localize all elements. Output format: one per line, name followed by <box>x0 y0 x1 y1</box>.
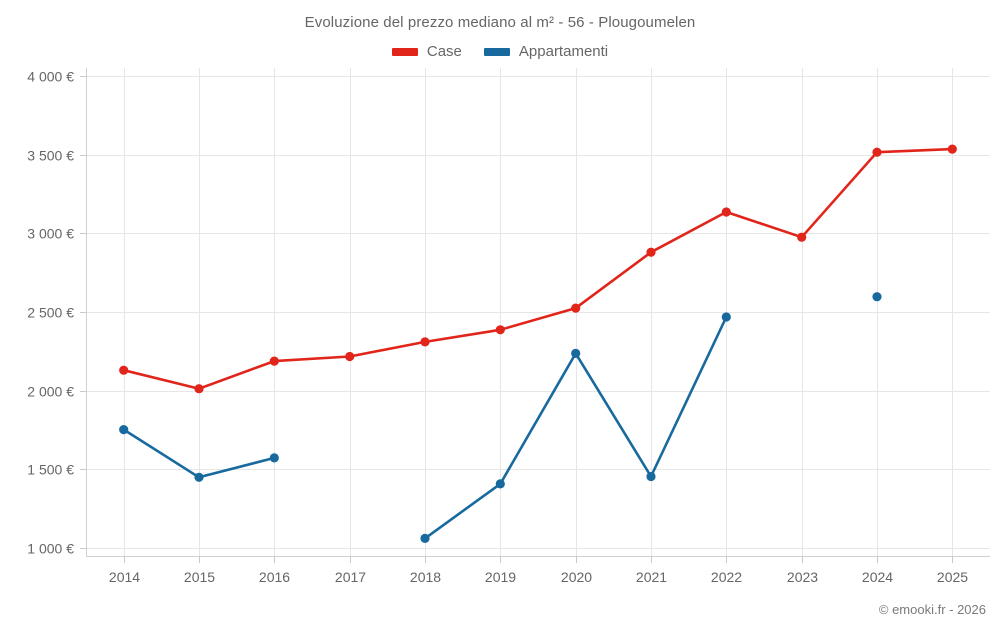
y-axis-tick-labels: 1 000 € 1 500 € 2 000 € 2 500 € 3 000 € 3 500… <box>27 69 74 557</box>
data-point[interactable] <box>721 312 731 322</box>
data-point[interactable] <box>269 453 279 463</box>
chart-legend: Case Appartamenti <box>0 43 1000 60</box>
x-axis-tick-labels: 2014 2015 2016 2017 2018 2019 2020 2021 2022 2023… <box>109 569 968 585</box>
y-tick-label: 1 000 € <box>27 541 74 557</box>
data-point[interactable] <box>269 356 279 366</box>
legend-swatch-appartamenti <box>483 47 510 56</box>
credit-text: © emooki.fr - 2026 <box>878 602 986 617</box>
x-tick-label: 2014 <box>109 569 140 585</box>
data-point[interactable] <box>345 351 355 362</box>
data-point[interactable] <box>646 247 656 257</box>
x-tick-label: 2019 <box>485 569 516 585</box>
y-tick-label: 3 500 € <box>27 148 74 164</box>
legend-label-case: Case <box>426 43 462 60</box>
series-case <box>119 144 957 394</box>
y-tick-label: 2 000 € <box>27 384 74 400</box>
x-tick-label: 2017 <box>335 569 366 585</box>
data-point[interactable] <box>797 232 807 242</box>
x-tick-label: 2016 <box>259 569 290 585</box>
legend-swatch-case <box>391 47 418 56</box>
y-tick-label: 2 500 € <box>27 305 74 321</box>
data-point[interactable] <box>194 472 204 482</box>
y-tick-label: 3 000 € <box>27 226 74 242</box>
data-point[interactable] <box>495 325 505 335</box>
x-tick-label: 2018 <box>410 569 441 585</box>
axes <box>86 68 990 557</box>
data-point[interactable] <box>872 292 882 302</box>
x-tick-label: 2025 <box>937 569 968 585</box>
x-tick-label: 2024 <box>862 569 893 585</box>
data-point[interactable] <box>947 144 957 154</box>
legend-item-case[interactable]: Case <box>391 43 462 60</box>
gridlines <box>80 68 990 563</box>
chart-title: Evoluzione del prezzo mediano al m² - 56… <box>304 14 696 31</box>
data-point[interactable] <box>119 425 129 435</box>
data-point[interactable] <box>571 348 581 358</box>
legend-label-appartamenti: Appartamenti <box>518 43 609 60</box>
data-point[interactable] <box>119 365 129 375</box>
data-point[interactable] <box>420 337 430 347</box>
y-tick-label: 4 000 € <box>27 69 74 85</box>
x-tick-label: 2023 <box>787 569 818 585</box>
data-point[interactable] <box>194 384 204 394</box>
x-tick-label: 2015 <box>184 569 215 585</box>
y-tick-label: 1 500 € <box>27 462 74 478</box>
x-tick-label: 2020 <box>561 569 592 585</box>
data-point[interactable] <box>495 479 505 489</box>
series-appartamenti <box>119 292 882 544</box>
x-tick-label: 2021 <box>636 569 667 585</box>
data-point[interactable] <box>571 303 581 313</box>
data-series <box>119 144 957 544</box>
series-line <box>122 147 954 391</box>
data-point[interactable] <box>721 207 731 217</box>
x-tick-label: 2022 <box>711 569 742 585</box>
data-point[interactable] <box>646 471 656 482</box>
data-point[interactable] <box>420 533 430 544</box>
legend-item-appartamenti[interactable]: Appartamenti <box>483 43 609 60</box>
data-point[interactable] <box>872 147 882 157</box>
